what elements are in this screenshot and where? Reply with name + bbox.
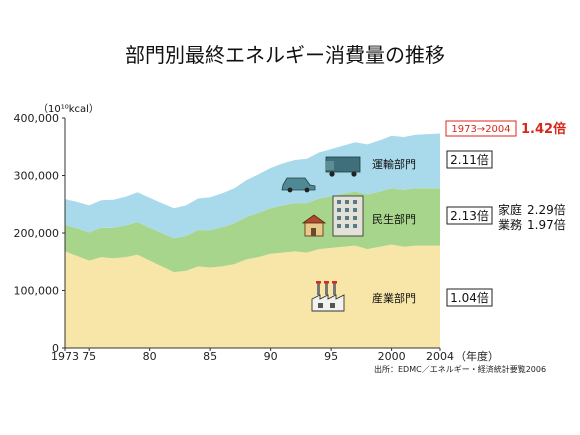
x-tick-label: 75 [82, 350, 96, 363]
x-tick-label: 1973 [51, 350, 79, 363]
total-period-label: 1973→2004 [451, 124, 510, 135]
building-icon [332, 195, 364, 237]
industry-multiplier: 1.04倍 [450, 290, 489, 305]
sector-label-civil: 民生部門 [372, 212, 416, 226]
x-tick-label: 2004 [426, 350, 454, 363]
y-tick-label: 100,000 [14, 285, 60, 298]
household-multiplier: 2.29倍 [527, 202, 566, 217]
sector-label-transport: 運輸部門 [372, 157, 416, 171]
car-icon [281, 177, 316, 193]
y-tick-label: 0 [52, 342, 59, 355]
x-tick-group: 1973 75 80 85 90 95 2000 2004 [51, 348, 454, 363]
area-series-0 [65, 244, 440, 348]
civil-multiplier-box [446, 206, 493, 225]
x-tick-label: 80 [143, 350, 157, 363]
civil-multiplier: 2.13倍 [450, 208, 489, 223]
total-multiplier: 1.42倍 [521, 121, 566, 137]
house-icon [301, 214, 327, 237]
y-tick-label: 300,000 [14, 170, 60, 183]
y-tick-group: 0 100,000 200,000 300,000 400,000 [14, 112, 65, 355]
business-multiplier: 1.97倍 [527, 217, 566, 232]
sector-label-industry: 産業部門 [372, 291, 416, 305]
y-tick-label: 400,000 [14, 112, 60, 125]
household-label: 家庭 [498, 202, 522, 217]
industry-multiplier-box [446, 288, 493, 307]
transport-multiplier: 2.11倍 [450, 152, 489, 167]
x-unit-label: （年度） [455, 349, 499, 363]
y-tick-label: 200,000 [14, 227, 60, 240]
x-tick-label: 85 [203, 350, 217, 363]
source-note: 出所：EDMC／エネルギー・経済統計要覧2006 [374, 364, 546, 374]
business-label: 業務 [498, 218, 522, 232]
y-unit-label: （10¹⁰kcal） [38, 103, 99, 115]
x-tick-label: 90 [264, 350, 278, 363]
x-tick-label: 2000 [378, 350, 406, 363]
truck-icon [325, 156, 361, 177]
total-period-box [445, 120, 517, 137]
x-tick-label: 95 [324, 350, 338, 363]
factory-icon [311, 281, 345, 312]
transport-multiplier-box [446, 150, 493, 169]
chart-title: 部門別最終エネルギー消費量の推移 [125, 43, 445, 67]
